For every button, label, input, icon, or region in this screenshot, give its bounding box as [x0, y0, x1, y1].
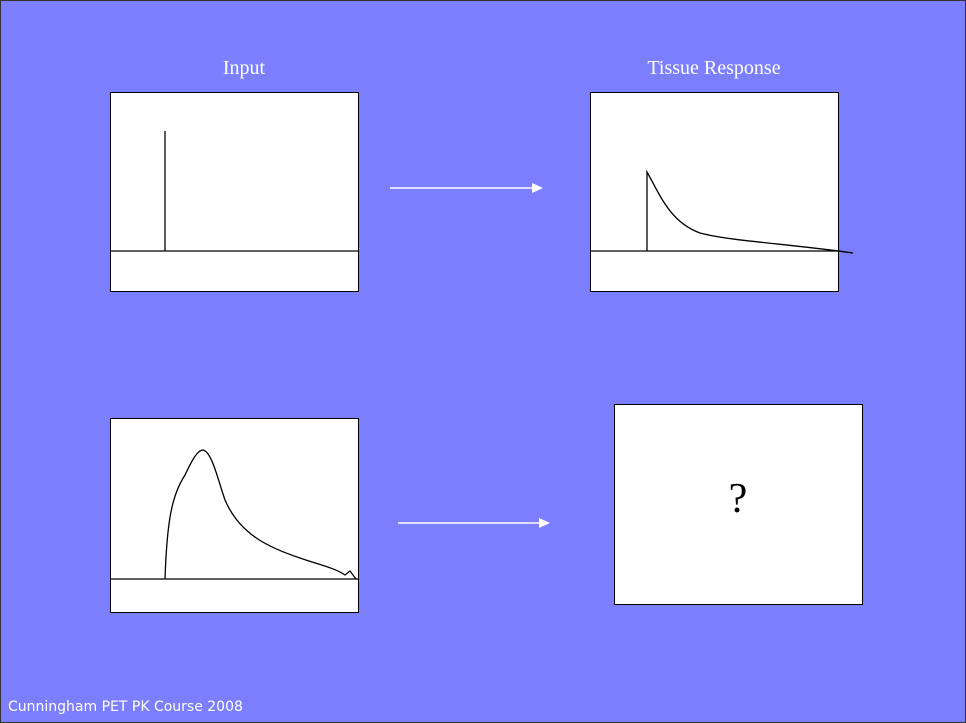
panel-frame — [614, 404, 863, 605]
tissue-response-label: Tissue Response — [647, 57, 780, 79]
input-label: Input — [223, 57, 266, 79]
panel-frame — [110, 92, 359, 292]
panel-frame — [590, 92, 839, 292]
tissue-response-panel — [590, 92, 854, 292]
unknown-mark: ? — [729, 476, 748, 522]
panel-frame — [110, 418, 359, 613]
input-curve — [164, 449, 357, 580]
response-curve — [646, 169, 854, 254]
input-function-panel — [110, 418, 359, 613]
footer: Cunningham PET PK Course 2008 — [8, 699, 243, 715]
arrow — [398, 518, 550, 528]
input-impulse-panel — [110, 92, 359, 292]
unknown-response-panel: ? — [614, 404, 863, 605]
arrow — [390, 183, 543, 193]
